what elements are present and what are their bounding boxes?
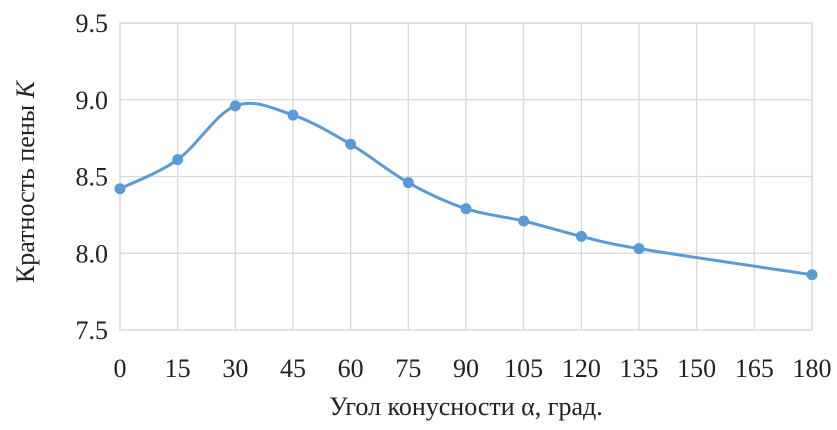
data-point [402, 177, 414, 189]
x-tick-label: 165 [735, 354, 774, 383]
grid [119, 22, 813, 331]
y-tick-label: 8.5 [76, 163, 109, 192]
y-tick-label: 9.5 [76, 9, 109, 38]
y-axis-ticks: 7.5 8.0 8.5 9.0 9.5 [76, 9, 109, 345]
x-tick-label: 75 [395, 354, 421, 383]
plot-area-border [119, 22, 813, 331]
y-axis-title: Кратность пены K [11, 79, 40, 283]
data-point [460, 203, 472, 215]
data-point [575, 230, 587, 242]
x-tick-label: 180 [793, 354, 832, 383]
x-tick-label: 0 [114, 354, 127, 383]
data-point [806, 269, 818, 281]
data-point [518, 215, 530, 227]
x-tick-label: 105 [504, 354, 543, 383]
data-point [172, 154, 184, 166]
y-axis-title-variable: K [11, 79, 40, 99]
y-tick-label: 8.0 [76, 239, 109, 268]
y-tick-label: 7.5 [76, 316, 109, 345]
data-point [633, 243, 645, 255]
x-tick-label: 45 [280, 354, 306, 383]
x-tick-label: 135 [620, 354, 659, 383]
data-point [287, 109, 299, 121]
x-tick-label: 30 [222, 354, 248, 383]
y-axis-title-text: Кратность пены [11, 98, 40, 283]
data-point [345, 138, 357, 150]
series-layer [114, 100, 818, 281]
x-tick-label: 120 [562, 354, 601, 383]
x-axis-ticks: 0 15 30 45 60 75 90 105 120 135 150 165 180 [114, 354, 832, 383]
data-point [114, 183, 126, 195]
x-tick-label: 90 [453, 354, 479, 383]
data-point [229, 100, 241, 112]
x-axis-title: Угол конусности α, град. [329, 392, 602, 421]
x-tick-label: 150 [677, 354, 716, 383]
y-tick-label: 9.0 [76, 86, 109, 115]
x-tick-label: 15 [165, 354, 191, 383]
x-tick-label: 60 [338, 354, 364, 383]
